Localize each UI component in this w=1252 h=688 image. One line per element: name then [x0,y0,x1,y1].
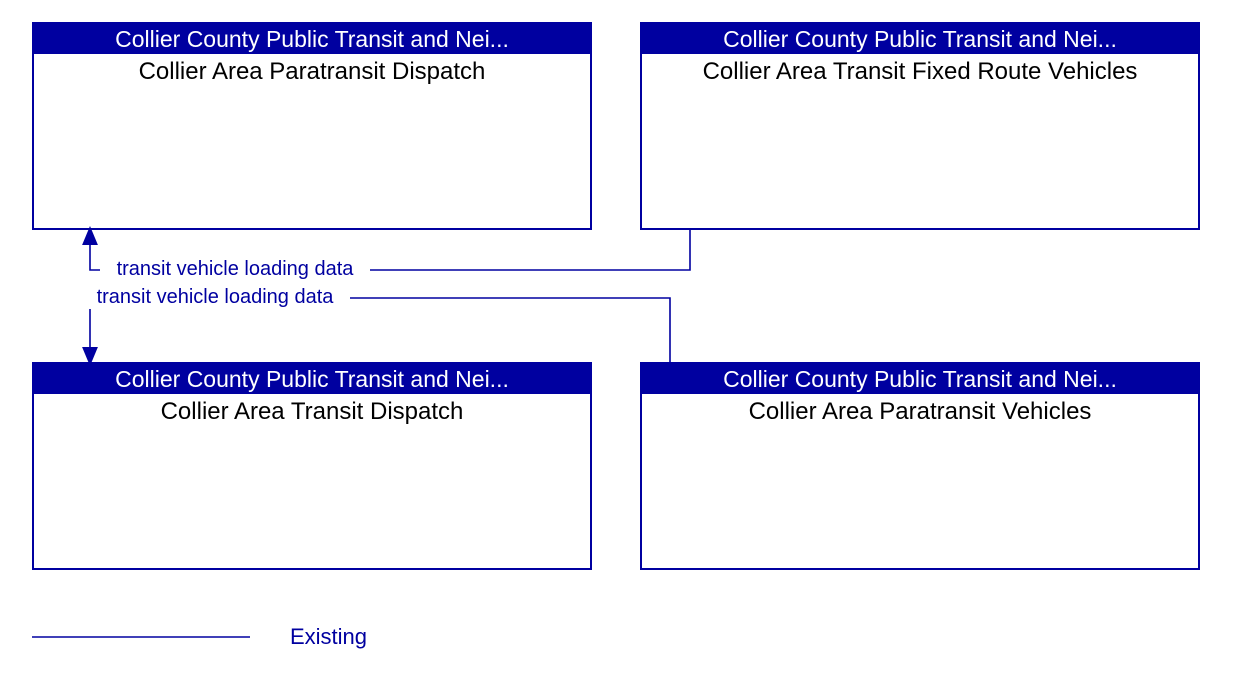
node-header: Collier County Public Transit and Nei... [34,24,590,54]
flow-label-lower: transit vehicle loading data [80,286,350,309]
node-header: Collier County Public Transit and Nei... [34,364,590,394]
node-header: Collier County Public Transit and Nei... [642,364,1198,394]
node-transit-dispatch: Collier County Public Transit and Nei...… [32,362,592,570]
node-paratransit-dispatch: Collier County Public Transit and Nei...… [32,22,592,230]
node-body: Collier Area Paratransit Dispatch [34,54,590,86]
node-body: Collier Area Transit Dispatch [34,394,590,426]
flow-label-upper: transit vehicle loading data [100,258,370,281]
node-fixed-route-vehicles: Collier County Public Transit and Nei...… [640,22,1200,230]
node-body: Collier Area Paratransit Vehicles [642,394,1198,426]
legend-label: Existing [290,624,367,650]
node-paratransit-vehicles: Collier County Public Transit and Nei...… [640,362,1200,570]
node-body: Collier Area Transit Fixed Route Vehicle… [642,54,1198,86]
node-header: Collier County Public Transit and Nei... [642,24,1198,54]
